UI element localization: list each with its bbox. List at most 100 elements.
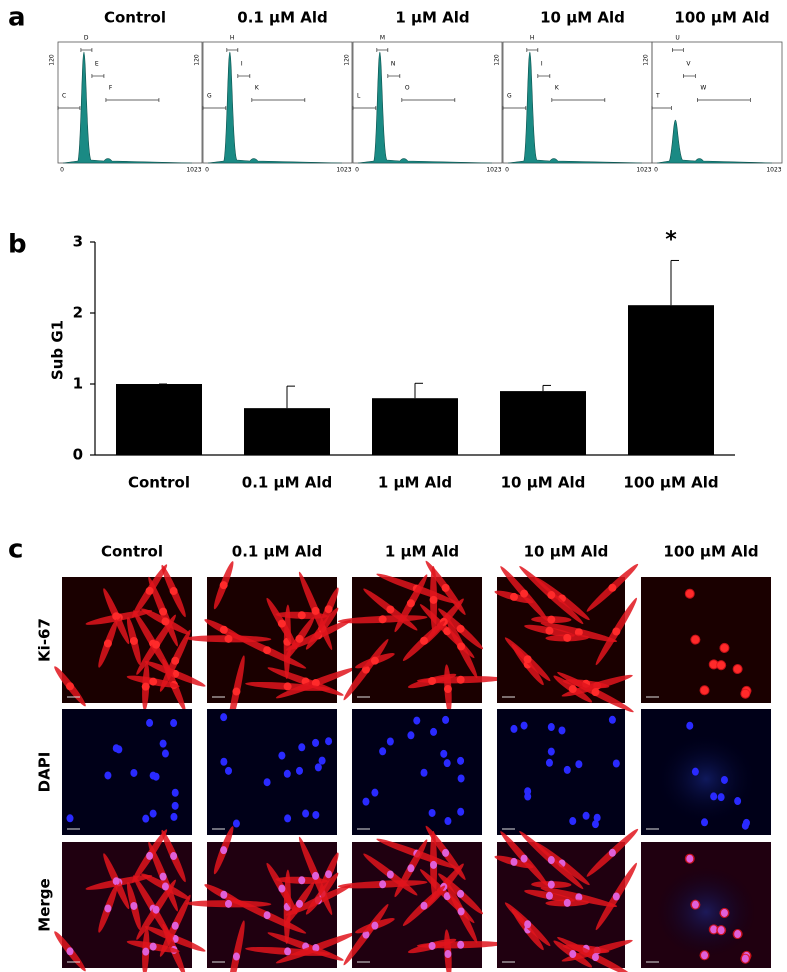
nucleus — [224, 766, 232, 775]
nucleus — [312, 871, 320, 880]
gate-label: L — [357, 93, 361, 100]
nucleus — [710, 792, 718, 801]
gate-label: F — [109, 85, 113, 92]
nucleus — [149, 677, 158, 686]
nucleus — [443, 892, 451, 901]
gate-label: D — [84, 35, 89, 42]
nucleus — [430, 727, 438, 736]
nucleus — [386, 605, 395, 614]
nucleus — [171, 656, 180, 665]
nucleus — [568, 685, 577, 694]
nucleus — [734, 930, 742, 939]
gate-label: I — [241, 61, 243, 68]
nucleus — [152, 640, 161, 649]
row-label: Ki-67 — [36, 618, 54, 662]
nucleus — [130, 768, 138, 777]
column-title: 1 µM Ald — [385, 543, 459, 561]
x-tick-label: 100 µM Ald — [623, 474, 718, 492]
nucleus — [379, 880, 387, 889]
nucleus — [444, 817, 452, 826]
nucleus — [428, 941, 436, 950]
nucleus — [263, 911, 271, 920]
y-tick-label: 3 — [73, 233, 83, 251]
nucleus — [159, 872, 167, 881]
gate-label: G — [207, 93, 212, 100]
nucleus — [232, 687, 241, 696]
nucleus — [170, 852, 178, 861]
nucleus — [444, 950, 452, 959]
nucleus — [130, 901, 138, 910]
nucleus — [701, 951, 709, 960]
bar — [628, 305, 714, 455]
nucleus — [232, 819, 240, 828]
nucleus — [547, 591, 556, 600]
nucleus — [312, 810, 320, 819]
image-bg — [352, 709, 482, 835]
gate-label: N — [391, 61, 396, 68]
nucleus — [284, 814, 292, 823]
row-label: Merge — [36, 878, 54, 931]
column-title: 0.1 µM Ald — [232, 543, 322, 561]
x-tick-label: 0 — [205, 167, 209, 174]
nucleus — [520, 721, 528, 730]
nucleus — [612, 892, 620, 901]
nucleus — [104, 904, 112, 913]
nucleus — [443, 759, 451, 768]
nucleus — [295, 634, 304, 643]
nucleus — [112, 612, 121, 621]
gate-label: K — [555, 85, 560, 92]
nucleus — [159, 607, 168, 616]
nucleus — [717, 926, 725, 935]
gate-label: C — [62, 93, 66, 100]
nucleus — [575, 760, 583, 769]
nucleus — [563, 765, 571, 774]
bar — [116, 384, 202, 455]
panel-title: 1 µM Ald — [395, 9, 469, 27]
y-tick-label: 120 — [49, 54, 56, 66]
nucleus — [141, 682, 150, 691]
nucleus — [325, 870, 333, 879]
micrograph — [641, 709, 771, 835]
micrograph — [494, 828, 639, 972]
nucleus — [66, 682, 75, 691]
nucleus — [608, 583, 617, 592]
nucleus — [686, 854, 694, 863]
nucleus — [325, 737, 333, 746]
nucleus — [112, 877, 120, 886]
nucleus — [685, 589, 694, 598]
nucleus — [545, 758, 553, 767]
nucleus — [311, 606, 320, 615]
nucleus — [457, 940, 465, 949]
nucleus — [149, 809, 157, 818]
gate-label: E — [95, 61, 99, 68]
panel-label: b — [8, 230, 27, 260]
gate-label: M — [380, 35, 385, 42]
nucleus — [717, 793, 725, 802]
nucleus — [510, 857, 518, 866]
micrograph — [62, 709, 192, 835]
gate-label: U — [675, 35, 679, 42]
nucleus — [386, 737, 394, 746]
nucleus — [161, 749, 169, 758]
nucleus — [311, 678, 320, 687]
nucleus — [701, 818, 709, 827]
nucleus — [407, 731, 415, 740]
x-tick-label: 1023 — [636, 167, 651, 174]
panel-title: 100 µM Ald — [674, 9, 769, 27]
nucleus — [545, 891, 553, 900]
column-title: 100 µM Ald — [663, 543, 758, 561]
nucleus — [146, 718, 154, 727]
nucleus — [386, 870, 394, 879]
panel-title: Control — [104, 9, 166, 27]
nucleus — [733, 665, 742, 674]
gate-label: H — [230, 35, 235, 42]
glow — [656, 734, 756, 824]
nucleus — [407, 864, 415, 873]
y-tick-label: 2 — [73, 304, 83, 322]
nucleus — [456, 624, 465, 633]
nucleus — [149, 942, 157, 951]
micrograph — [641, 577, 771, 703]
nucleus — [569, 950, 577, 959]
nucleus — [591, 820, 599, 829]
